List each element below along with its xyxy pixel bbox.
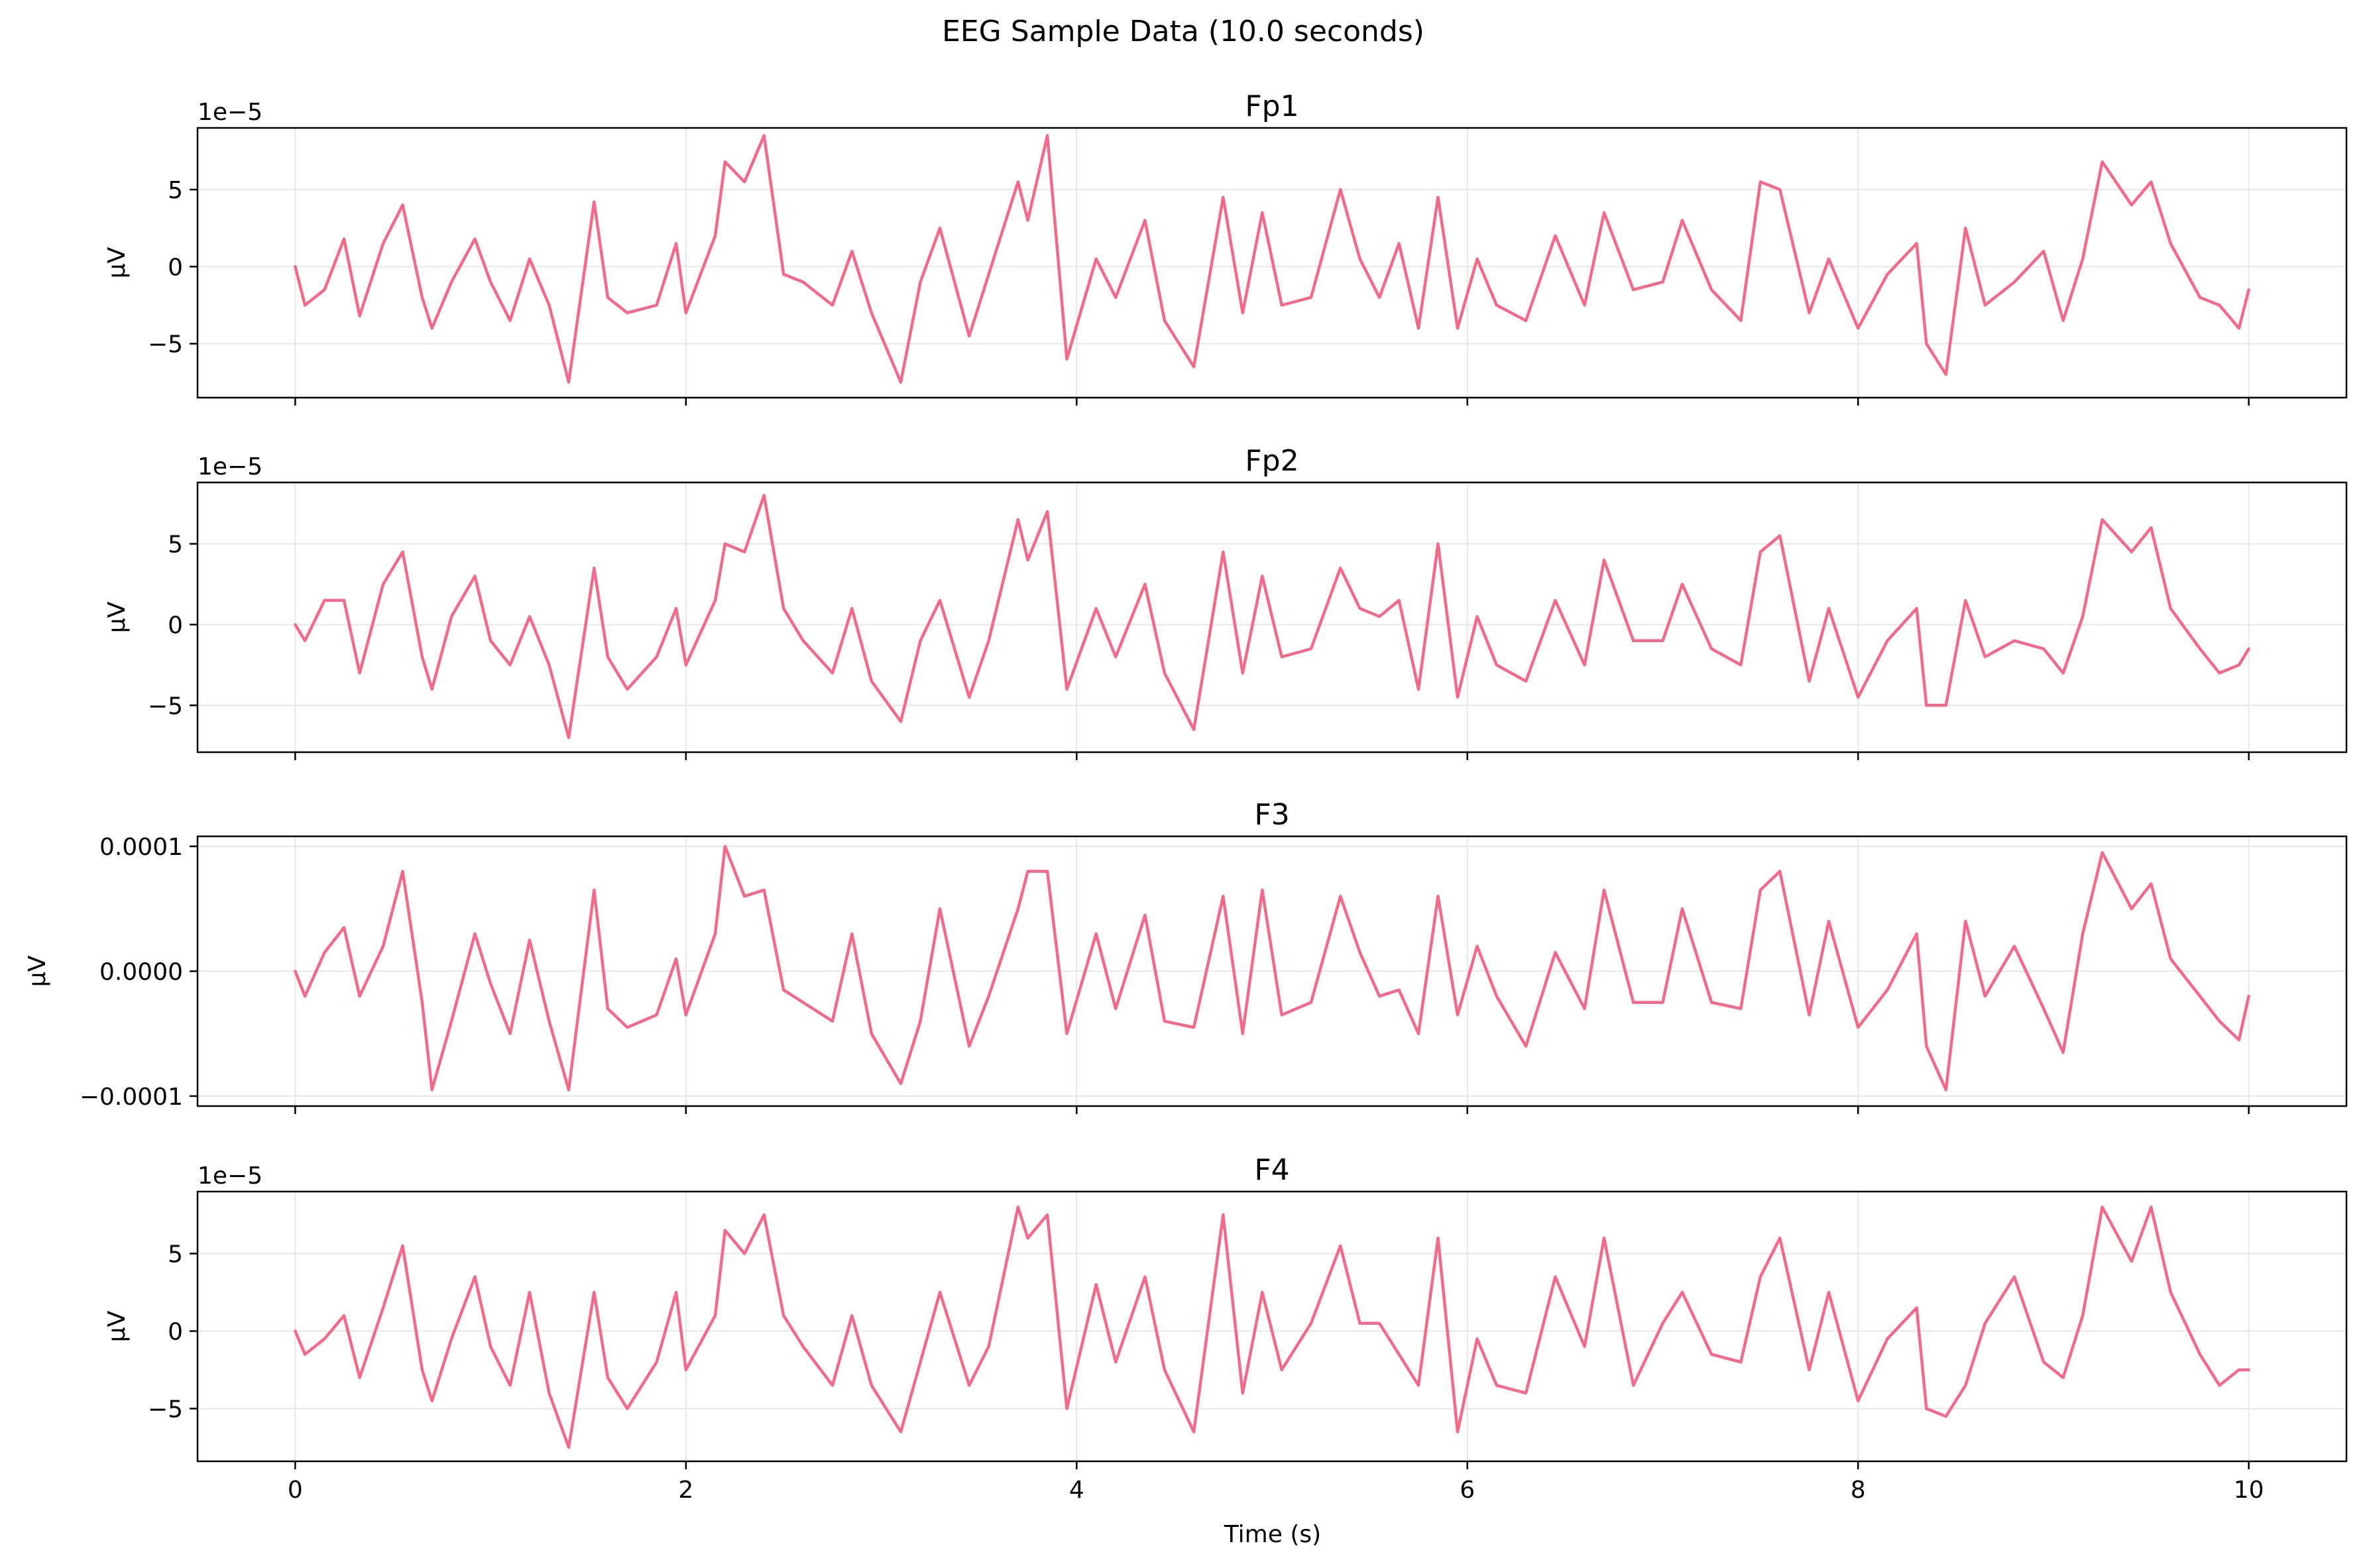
- x-tick-label: 6: [1460, 1477, 1475, 1504]
- figure-title: EEG Sample Data (10.0 seconds): [942, 15, 1424, 48]
- y-axis-label: μV: [103, 247, 131, 278]
- x-axis-label: Time (s): [1224, 1521, 1321, 1548]
- panel-fp2: −5 0 5 Fp2 1e−5 μV: [103, 444, 2348, 760]
- y-axis-label: μV: [24, 955, 51, 987]
- signal-line-f3: [294, 844, 2250, 1092]
- y-tick-label: −5: [148, 693, 183, 720]
- x-tick-label: 2: [678, 1477, 693, 1504]
- y-tick-label: 5: [168, 177, 183, 204]
- panel-fp1: −5 0 5 Fp1 1e−5 μV: [103, 89, 2348, 406]
- y-axis-label: μV: [103, 601, 131, 633]
- y-tick-label: 0.0000: [99, 959, 183, 986]
- y-tick-label: 5: [168, 1241, 183, 1268]
- axes-frame: [196, 1190, 2348, 1463]
- y-tick-label: 5: [168, 532, 183, 559]
- panel-title-f3: F3: [1254, 798, 1289, 832]
- panel-title-f4: F4: [1254, 1153, 1289, 1187]
- y-tick-label: 0: [168, 1319, 183, 1346]
- panels: −5 0 5 Fp1 1e−5 μV −5 0 5 Fp2 1e−5 μV −0.0001 0.0000 0…: [24, 89, 2348, 1504]
- signal-line-f4: [294, 1205, 2250, 1449]
- y-tick-label: −0.0001: [80, 1084, 183, 1111]
- y-tick-label: 0: [168, 612, 183, 639]
- panel-f4: 0 2 4 6 8 10 −5 0 5 F4 1e−5 μV: [103, 1153, 2348, 1504]
- axes-frame: [196, 481, 2348, 754]
- y-tick-label: −5: [148, 1396, 183, 1423]
- panel-f3: −0.0001 0.0000 0.0001 F3 μV: [24, 798, 2348, 1114]
- y-tick-label: 0: [168, 254, 183, 281]
- panel-title-fp2: Fp2: [1245, 444, 1299, 478]
- x-tick-label: 8: [1851, 1477, 1866, 1504]
- signal-line-fp1: [294, 134, 2250, 384]
- x-tick-label: 10: [2234, 1477, 2264, 1504]
- axis-offset-label: 1e−5: [198, 99, 262, 126]
- x-tick-label: 0: [288, 1477, 303, 1504]
- panel-title-fp1: Fp1: [1245, 89, 1299, 123]
- axis-offset-label: 1e−5: [198, 453, 262, 480]
- signal-line-fp2: [294, 494, 2250, 740]
- y-axis-label: μV: [103, 1310, 131, 1342]
- axes-frame: [196, 127, 2348, 399]
- axis-offset-label: 1e−5: [198, 1162, 262, 1190]
- y-tick-label: −5: [148, 331, 183, 359]
- y-tick-label: 0.0001: [99, 834, 183, 861]
- x-tick-label: 4: [1069, 1477, 1084, 1504]
